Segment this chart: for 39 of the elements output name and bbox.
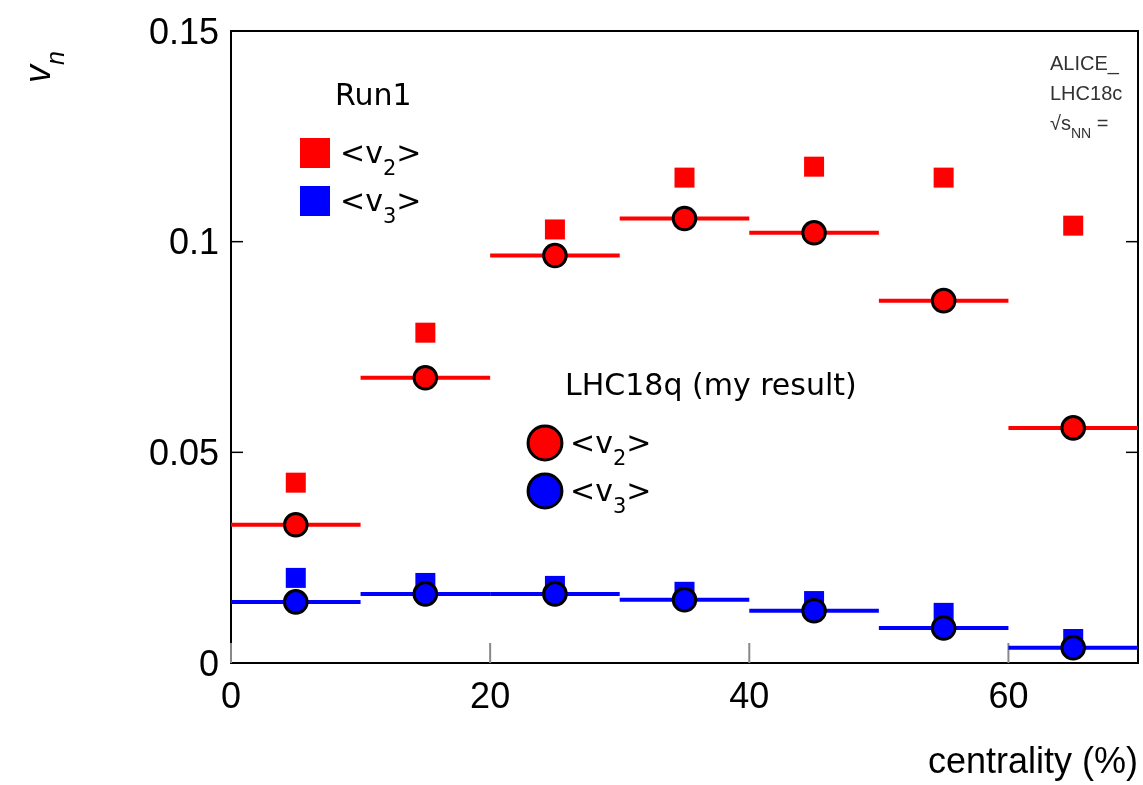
point	[544, 219, 565, 240]
point	[542, 242, 568, 269]
point	[285, 472, 306, 493]
y-tick-label: 0.15	[148, 10, 219, 52]
point	[412, 365, 439, 391]
point	[671, 205, 698, 232]
point	[801, 597, 827, 624]
point	[930, 287, 957, 314]
x-tick-label: 40	[729, 675, 770, 716]
point	[1060, 635, 1086, 661]
point	[933, 167, 954, 188]
point	[415, 322, 436, 343]
point	[1060, 415, 1086, 441]
x-tick-label: 60	[988, 675, 1029, 716]
annotation: ALICE_	[1050, 52, 1120, 75]
legend-label: <v$_{3}$>	[570, 473, 652, 518]
point	[542, 581, 568, 607]
annotation: LHC18q (my result)	[565, 367, 857, 402]
point	[1063, 215, 1084, 236]
y-tick-label: 0.1	[168, 221, 219, 263]
point	[283, 512, 309, 538]
x-axis-title: centrality (%)	[927, 740, 1138, 781]
x-tick-label: 20	[470, 675, 511, 716]
y-tick-label: 0.05	[148, 431, 219, 473]
point	[412, 581, 439, 607]
y-tick-label: 0	[198, 642, 219, 684]
point	[671, 587, 698, 613]
legend-label: <v$_{2}$>	[340, 135, 422, 180]
legend-label: <v$_{3}$>	[340, 183, 422, 228]
point	[674, 167, 695, 188]
annotation: √s$_{NN}$ =	[1050, 112, 1109, 141]
point	[285, 567, 306, 588]
annotation: LHC18c	[1050, 82, 1123, 104]
legend-label: <v$_{2}$>	[570, 425, 652, 470]
point	[930, 615, 957, 641]
point	[801, 220, 827, 246]
point	[283, 589, 309, 615]
legend-title: Run1	[335, 77, 412, 112]
point	[804, 156, 825, 177]
